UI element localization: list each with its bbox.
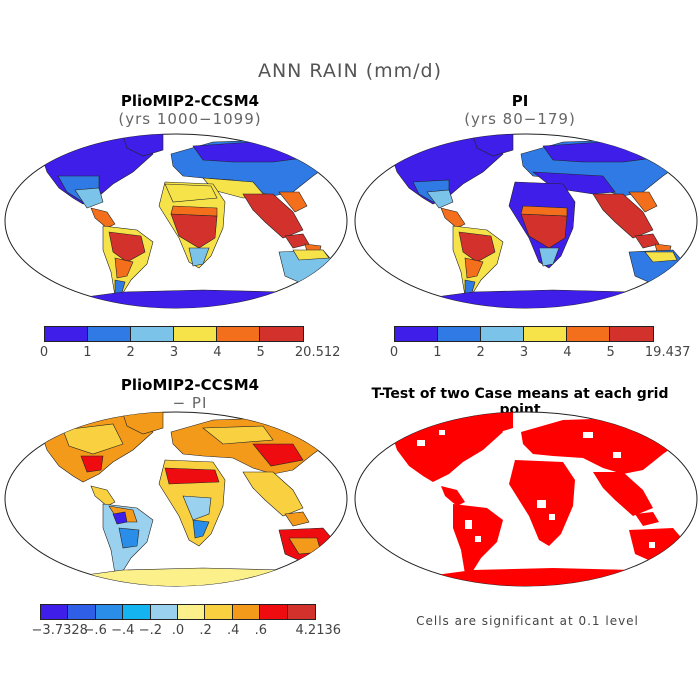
colorbar-swatch [610, 327, 653, 341]
colorbar-swatch [45, 327, 88, 341]
map-pi-rain [354, 133, 698, 309]
colorbar-tick-label: 19.437 [644, 345, 691, 360]
colorbar-swatch [174, 327, 217, 341]
colorbar-swatch [88, 327, 131, 341]
colorbar-tick-label: 2 [126, 345, 135, 360]
colorbar-tick-label: 5 [606, 345, 615, 360]
colorbar-swatch [150, 605, 179, 619]
colorbar-tick-label: 4 [563, 345, 572, 360]
panel1-subtitle: (yrs 1000−1099) [118, 110, 262, 128]
colorbar-swatch [232, 605, 261, 619]
colorbar-tick-label: 5 [256, 345, 265, 360]
panel1-title: PlioMIP2-CCSM4 [120, 92, 260, 110]
colorbar-tick-label: −.4 [111, 623, 135, 638]
colorbar-tick-label: 0 [389, 345, 399, 360]
panel2-subtitle: (yrs 80−179) [464, 110, 576, 128]
colorbar-tick-label: −.6 [83, 623, 107, 638]
colorbar-tick-label: 20.512 [294, 345, 341, 360]
colorbar-tick-label: .4 [226, 623, 240, 638]
colorbar-tick-label: .2 [199, 623, 212, 638]
map-significance [354, 411, 698, 587]
colorbar-tick-label: 3 [519, 345, 529, 360]
colorbar-swatch [287, 605, 316, 619]
colorbar-tick-label: −3.7328 [31, 623, 88, 638]
colorbar-swatch [41, 605, 69, 619]
colorbar-tick-label: 1 [83, 345, 92, 360]
colorbar-swatch [123, 605, 151, 619]
colorbar-tick-label: −.2 [138, 623, 163, 638]
colorbar-swatch [395, 327, 438, 341]
colorbar-tick-label: 4 [213, 345, 222, 360]
colorbar-swatch [178, 605, 206, 619]
colorbar-swatch [217, 327, 260, 341]
colorbar-swatch [205, 605, 233, 619]
colorbar-tick-label: .0 [171, 623, 185, 638]
colorbar-swatch [567, 327, 610, 341]
colorbar-pi [394, 326, 654, 342]
panel3-title: PlioMIP2-CCSM4 [120, 376, 260, 394]
colorbar-swatch [481, 327, 524, 341]
significance-note: Cells are significant at 0.1 level [416, 614, 639, 628]
map-pliomip2-rain [4, 133, 348, 309]
colorbar-tick-label: 2 [476, 345, 485, 360]
colorbar-swatch [131, 327, 174, 341]
colorbar-swatch [524, 327, 567, 341]
colorbar-tick-label: 4.2136 [295, 623, 342, 638]
colorbar-difference [40, 604, 316, 620]
panel3-subtitle: − PI [172, 394, 208, 412]
figure-title: ANN RAIN (mm/d) [257, 60, 443, 82]
colorbar-swatch [95, 605, 124, 619]
colorbar-swatch [68, 605, 96, 619]
colorbar-tick-label: 0 [39, 345, 49, 360]
panel2-title: PI [511, 92, 529, 110]
colorbar-swatch [260, 327, 303, 341]
colorbar-swatch [260, 605, 288, 619]
map-difference [4, 411, 348, 587]
colorbar-tick-label: .6 [254, 623, 267, 638]
colorbar-tick-label: 3 [169, 345, 179, 360]
colorbar-swatch [438, 327, 481, 341]
colorbar-tick-label: 1 [433, 345, 442, 360]
colorbar-pliomip2 [44, 326, 304, 342]
